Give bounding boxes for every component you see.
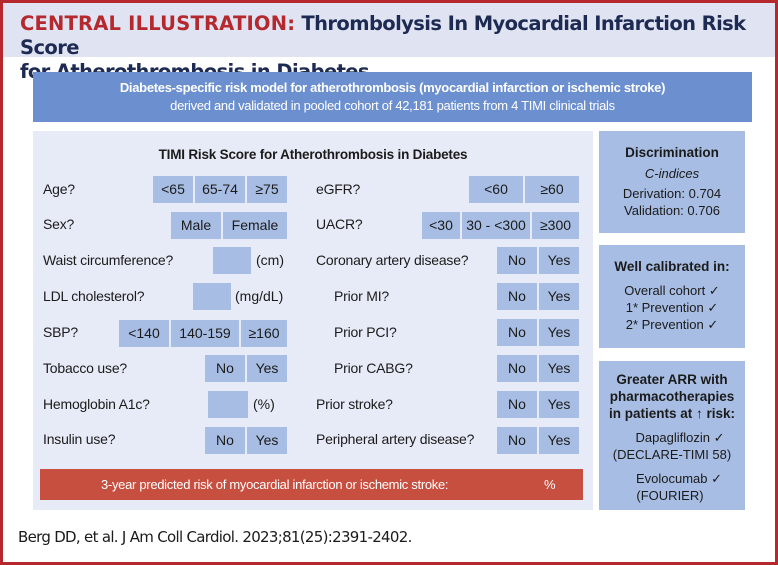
question-prior-stroke: Prior stroke? (316, 396, 393, 412)
hba1c-input[interactable] (208, 391, 248, 418)
prior-mi-option-yes[interactable]: Yes (539, 283, 579, 310)
predicted-risk-percent: % (544, 477, 556, 492)
question-tobacco: Tobacco use? (43, 360, 127, 376)
question-pad: Peripheral artery disease? (316, 431, 475, 447)
question-hba1c: Hemoglobin A1c? (43, 396, 150, 412)
fourier-trial-label: (FOURIER) (636, 488, 704, 503)
age-option-ge75[interactable]: ≥75 (247, 176, 287, 203)
cad-option-no[interactable]: No (497, 247, 537, 274)
uacr-option-lt30[interactable]: <30 (422, 212, 460, 239)
question-waist: Waist circumference? (43, 252, 174, 268)
arr-title-line2: pharmacotherapies (609, 389, 735, 404)
cad-option-yes[interactable]: Yes (539, 247, 579, 274)
arr-box: Greater ARR with pharmacotherapies in pa… (599, 361, 745, 510)
insulin-option-no[interactable]: No (205, 427, 245, 454)
hba1c-unit: (%) (253, 396, 275, 412)
question-prior-pci: Prior PCI? (334, 324, 397, 340)
ldl-unit: (mg/dL) (235, 288, 284, 304)
calibration-title: Well calibrated in: (614, 259, 730, 274)
prior-cabg-option-no[interactable]: No (497, 355, 537, 382)
calculator-title: TIMI Risk Score for Atherothrombosis in … (158, 147, 468, 162)
calibration-box: Well calibrated in: Overall cohort ✓ 1* … (599, 245, 745, 348)
ldl-input[interactable] (193, 283, 231, 310)
egfr-option-lt60[interactable]: <60 (469, 176, 523, 203)
prior-stroke-option-yes[interactable]: Yes (539, 391, 579, 418)
calibration-item: 1* Prevention ✓ (625, 300, 719, 315)
derivation-value: Derivation: 0.704 (622, 186, 722, 201)
prior-pci-option-no[interactable]: No (497, 319, 537, 346)
c-indices-label: C-indices (644, 166, 700, 181)
question-prior-cabg: Prior CABG? (334, 360, 413, 376)
banner-line2: derived and validated in pooled cohort o… (170, 98, 615, 113)
arr-title-line3: in patients at ↑ risk: (608, 406, 736, 421)
prior-cabg-option-yes[interactable]: Yes (539, 355, 579, 382)
waist-unit: (cm) (256, 252, 284, 268)
discrimination-box: Discrimination C-indices Derivation: 0.7… (599, 131, 745, 233)
prior-pci-option-yes[interactable]: Yes (539, 319, 579, 346)
calibration-item: Overall cohort ✓ (624, 283, 720, 298)
predicted-risk-bar: 3-year predicted risk of myocardial infa… (40, 469, 583, 500)
sex-option-male[interactable]: Male (171, 212, 221, 239)
dapagliflozin-label: Dapagliflozin ✓ (635, 430, 725, 445)
tobacco-option-no[interactable]: No (205, 355, 245, 382)
question-egfr: eGFR? (316, 181, 361, 197)
question-sbp: SBP? (43, 324, 78, 340)
question-prior-mi: Prior MI? (334, 288, 389, 304)
uacr-option-ge300[interactable]: ≥300 (532, 212, 579, 239)
sbp-option-lt140[interactable]: <140 (119, 320, 169, 347)
discrimination-title: Discrimination (625, 145, 719, 160)
question-age: Age? (43, 181, 75, 197)
age-option-65-74[interactable]: 65-74 (195, 176, 245, 203)
waist-input[interactable] (213, 247, 251, 274)
summary-banner: Diabetes-specific risk model for atherot… (33, 72, 752, 122)
egfr-option-ge60[interactable]: ≥60 (525, 176, 579, 203)
calibration-item: 2* Prevention ✓ (625, 317, 719, 332)
sbp-option-ge160[interactable]: ≥160 (241, 320, 287, 347)
pad-option-no[interactable]: No (497, 427, 537, 454)
arr-title-line1: Greater ARR with (616, 372, 728, 387)
tobacco-option-yes[interactable]: Yes (247, 355, 287, 382)
question-cad: Coronary artery disease? (316, 252, 469, 268)
banner-line1: Diabetes-specific risk model for atherot… (119, 80, 666, 95)
uacr-option-30-300[interactable]: 30 - <300 (462, 212, 530, 239)
figure-header: CENTRAL ILLUSTRATION: Thrombolysis In My… (3, 3, 775, 83)
age-option-lt65[interactable]: <65 (153, 176, 193, 203)
sex-option-female[interactable]: Female (223, 212, 287, 239)
declare-trial-label: (DECLARE-TIMI 58) (612, 447, 732, 462)
predicted-risk-label: 3-year predicted risk of myocardial infa… (101, 477, 449, 492)
citation: Berg DD, et al. J Am Coll Cardiol. 2023;… (18, 528, 412, 546)
risk-calculator-panel: TIMI Risk Score for Atherothrombosis in … (33, 131, 593, 510)
sbp-option-140-159[interactable]: 140-159 (171, 320, 239, 347)
pad-option-yes[interactable]: Yes (539, 427, 579, 454)
question-ldl: LDL cholesterol? (43, 288, 145, 304)
central-illustration-label: CENTRAL ILLUSTRATION: (20, 12, 296, 35)
prior-stroke-option-no[interactable]: No (497, 391, 537, 418)
prior-mi-option-no[interactable]: No (497, 283, 537, 310)
question-insulin: Insulin use? (43, 431, 116, 447)
evolocumab-label: Evolocumab ✓ (635, 471, 723, 486)
question-uacr: UACR? (316, 216, 363, 232)
figure-title-line1: Thrombolysis In Myocardial Infarction Ri… (20, 12, 746, 59)
insulin-option-yes[interactable]: Yes (247, 427, 287, 454)
validation-value: Validation: 0.706 (624, 203, 720, 218)
question-sex: Sex? (43, 216, 75, 232)
